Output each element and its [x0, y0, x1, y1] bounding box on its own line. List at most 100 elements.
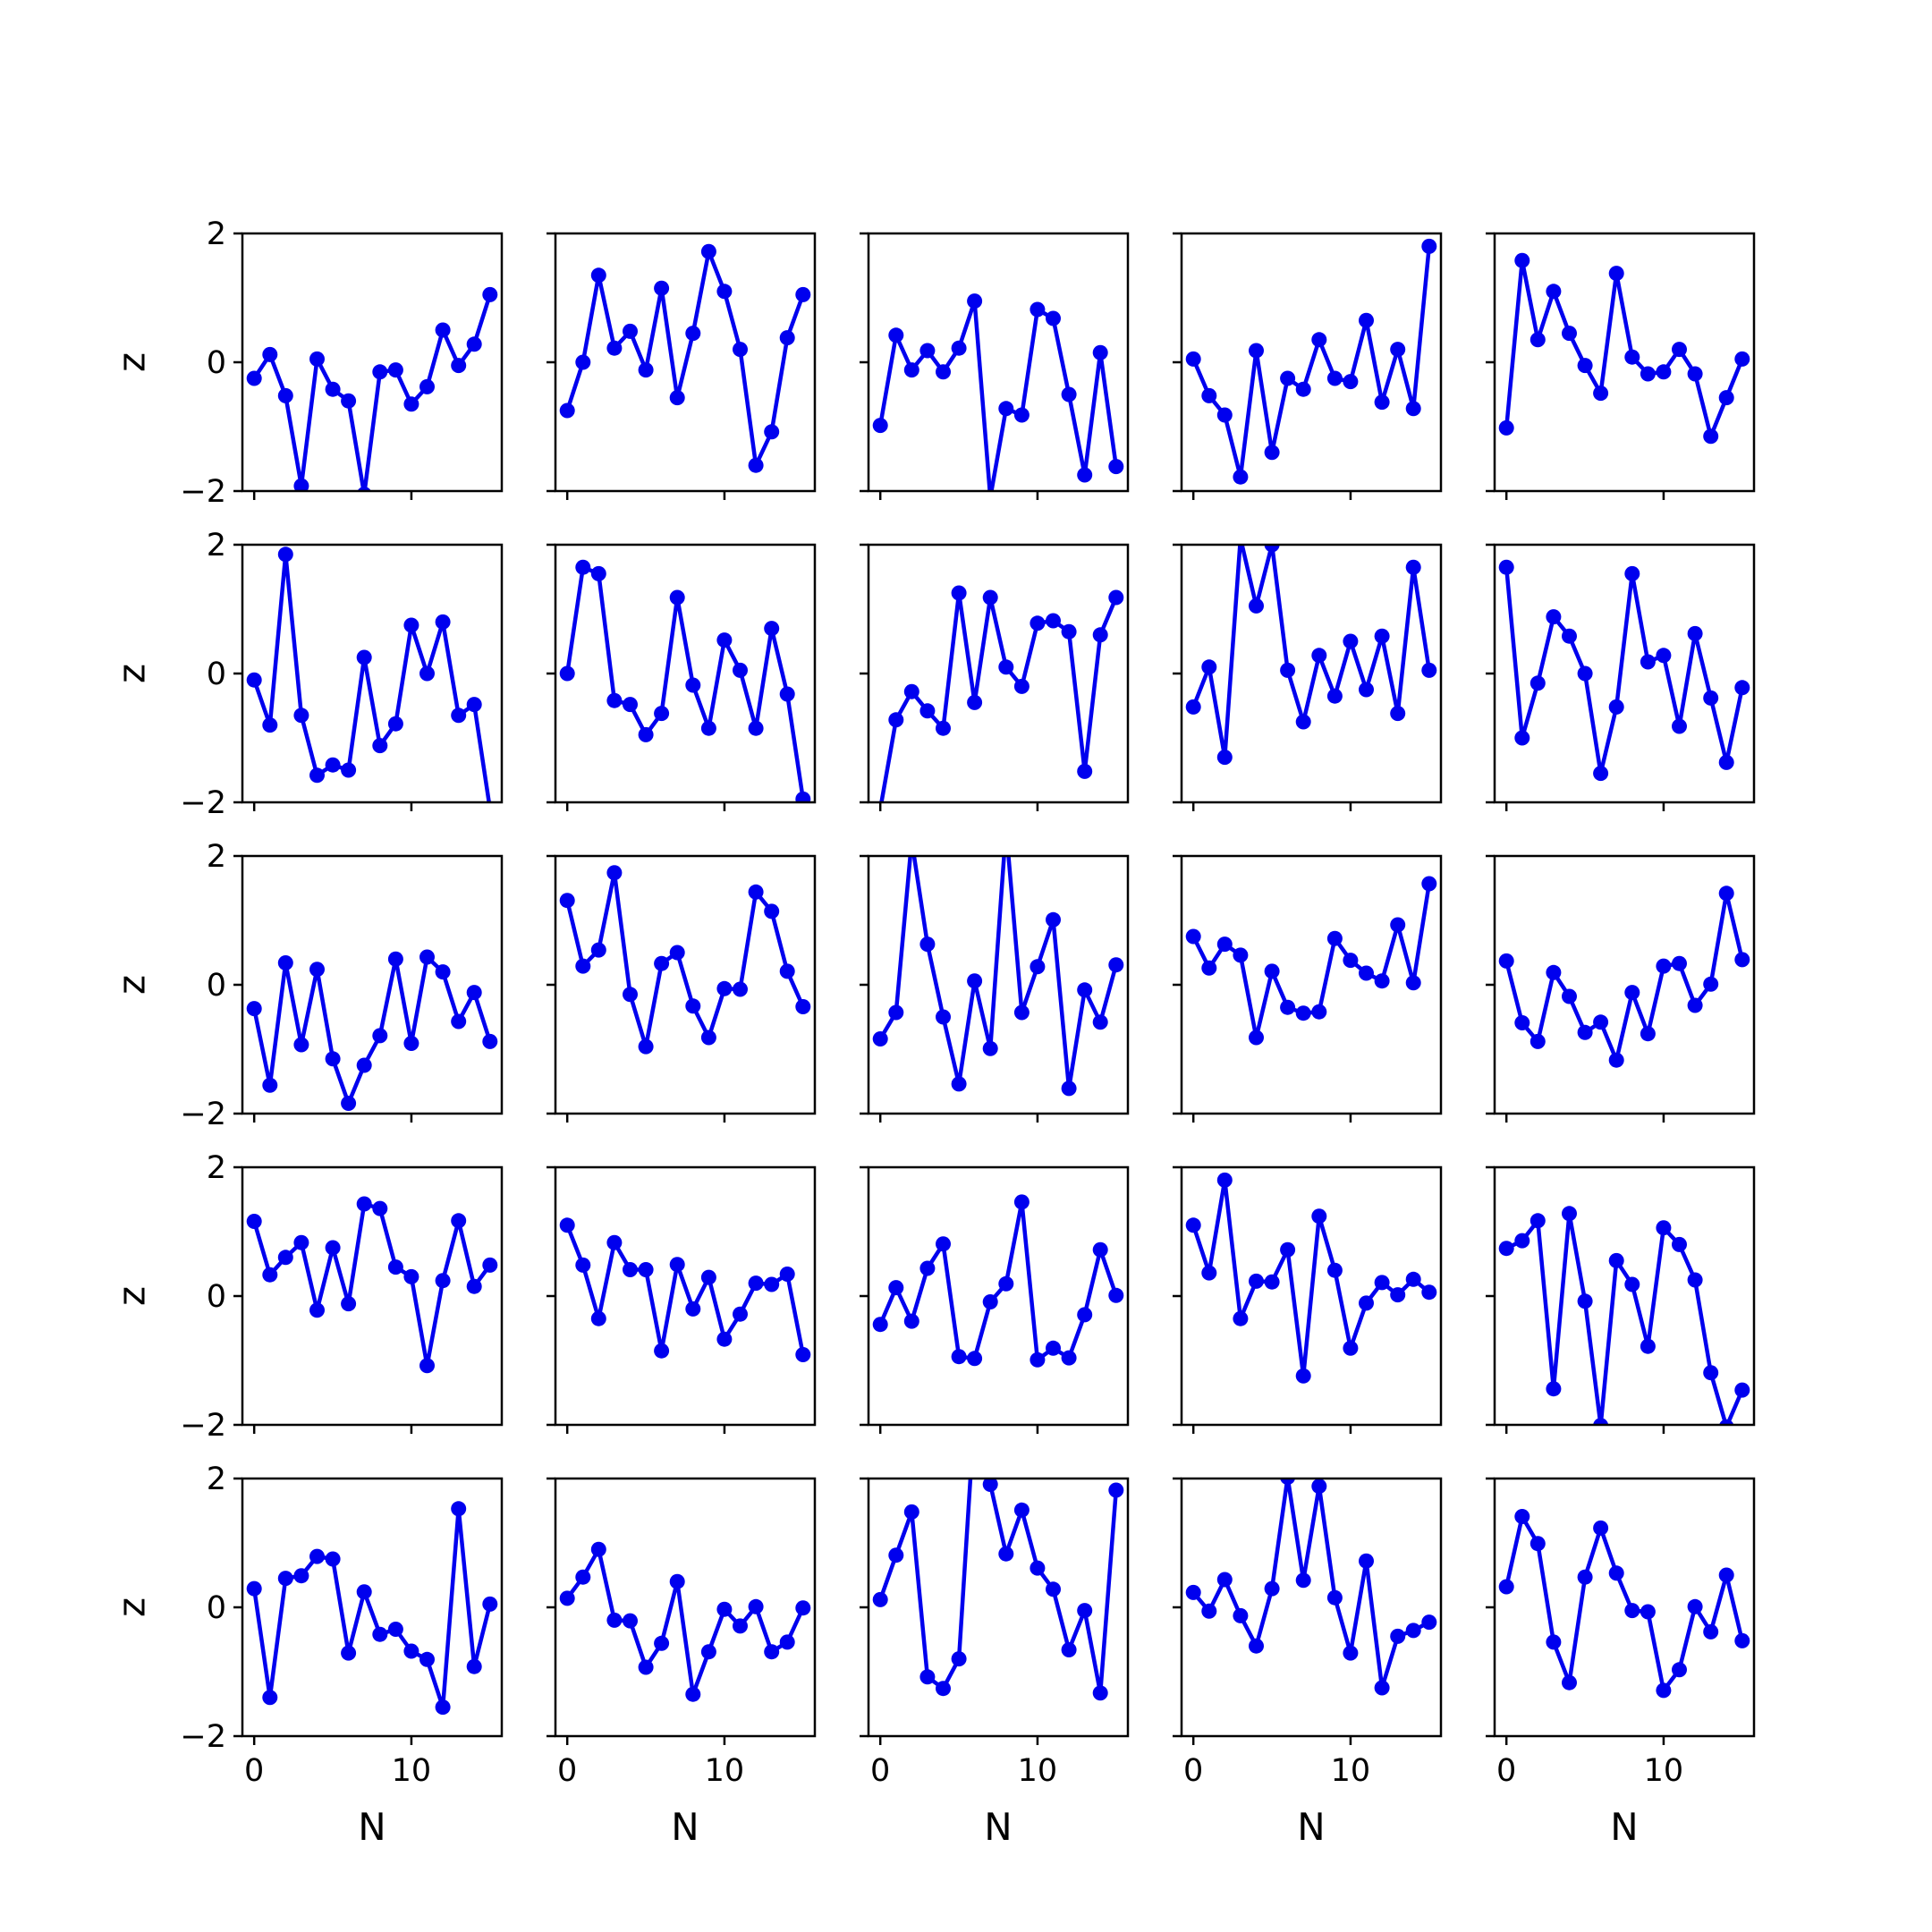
- data-point: [951, 1651, 967, 1667]
- series: [872, 293, 1124, 491]
- data-point: [1185, 699, 1201, 715]
- data-point: [903, 362, 919, 378]
- x-tick-label: 10: [392, 1753, 432, 1789]
- series-line: [1191, 1479, 1430, 1690]
- data-point: [936, 1009, 951, 1025]
- data-point: [372, 1028, 388, 1044]
- data-point: [559, 893, 575, 909]
- subplot-5-1: −2 0 2 0 10 z N: [110, 1462, 504, 1849]
- data-point: [325, 757, 341, 773]
- data-point: [575, 1257, 591, 1273]
- series: [1185, 876, 1437, 1046]
- data-point: [403, 617, 419, 633]
- x-tick-label: 10: [1331, 1753, 1371, 1789]
- data-point: [1077, 763, 1093, 779]
- data-point: [1326, 1589, 1343, 1606]
- data-point: [419, 949, 435, 965]
- series-line: [1505, 1211, 1744, 1425]
- data-point: [1201, 387, 1217, 403]
- series-line: [878, 856, 1118, 1091]
- data-point: [1405, 1623, 1421, 1639]
- data-point: [1264, 445, 1280, 461]
- data-point: [654, 1635, 670, 1651]
- data-point: [1390, 706, 1406, 722]
- data-point: [764, 1276, 780, 1292]
- x-tick-label: 10: [705, 1753, 745, 1789]
- y-axis-label: z: [110, 1286, 154, 1306]
- data-point: [262, 346, 278, 362]
- data-point: [575, 1569, 591, 1585]
- data-point: [1233, 947, 1249, 963]
- data-point: [1498, 559, 1514, 575]
- data-point: [1013, 407, 1030, 423]
- series-line: [1191, 545, 1432, 759]
- series-line: [1504, 566, 1745, 775]
- data-point: [638, 726, 654, 742]
- data-point: [1703, 690, 1719, 706]
- data-point: [700, 1030, 716, 1046]
- data-point: [387, 1622, 403, 1637]
- data-point: [606, 1612, 623, 1628]
- data-point: [309, 962, 325, 978]
- subplot-3-5: [1486, 854, 1756, 1123]
- y-tick-label: −2: [180, 474, 226, 510]
- data-point: [1216, 407, 1233, 423]
- series: [1498, 1206, 1750, 1425]
- series-line: [878, 1199, 1118, 1362]
- data-point: [262, 1077, 278, 1093]
- data-point: [1405, 1271, 1421, 1287]
- data-point: [309, 1302, 325, 1318]
- data-point: [623, 697, 638, 713]
- data-point: [1624, 349, 1640, 365]
- data-point: [638, 1262, 654, 1277]
- data-point: [888, 1004, 904, 1021]
- data-point: [466, 697, 482, 713]
- data-point: [309, 351, 325, 367]
- data-point: [638, 1038, 654, 1055]
- data-point: [1046, 310, 1061, 326]
- data-point: [1498, 419, 1514, 436]
- data-point: [1656, 958, 1672, 974]
- data-point: [919, 936, 936, 953]
- data-point: [1546, 284, 1562, 300]
- subplot-3-1: −2 0 2 z: [110, 839, 504, 1132]
- data-point: [419, 378, 435, 394]
- series: [246, 286, 498, 491]
- data-point: [1092, 344, 1108, 360]
- data-point: [1498, 953, 1514, 969]
- series: [876, 585, 1124, 802]
- data-point: [1061, 1350, 1077, 1366]
- data-point: [246, 1001, 262, 1017]
- data-point: [764, 903, 780, 919]
- series-line: [251, 954, 492, 1106]
- data-point: [1359, 965, 1374, 981]
- data-point: [1687, 1598, 1703, 1614]
- data-point: [1185, 1217, 1201, 1233]
- data-point: [1624, 985, 1640, 1001]
- data-point: [1030, 1352, 1046, 1368]
- data-point: [293, 478, 309, 491]
- data-point: [451, 1213, 467, 1229]
- data-point: [1530, 1033, 1546, 1049]
- data-point: [1593, 1520, 1609, 1536]
- data-point: [482, 286, 498, 302]
- subplot-1-3: [860, 232, 1130, 500]
- x-axis-label: N: [671, 1805, 699, 1849]
- data-point: [1374, 973, 1390, 989]
- series-line: [879, 590, 1118, 802]
- series: [246, 1196, 498, 1374]
- data-point: [451, 1013, 467, 1030]
- data-point: [700, 1269, 716, 1285]
- data-point: [919, 1669, 936, 1685]
- data-point: [1359, 1553, 1374, 1569]
- subplot-4-3: [860, 1165, 1130, 1434]
- data-point: [1092, 1014, 1108, 1030]
- data-point: [872, 1317, 888, 1333]
- data-point: [669, 1573, 685, 1589]
- data-point: [403, 396, 419, 412]
- data-point: [716, 632, 733, 648]
- y-axis-label: z: [110, 352, 154, 372]
- y-tick-label: 2: [207, 839, 226, 875]
- data-point: [967, 293, 983, 309]
- data-point: [1280, 662, 1296, 678]
